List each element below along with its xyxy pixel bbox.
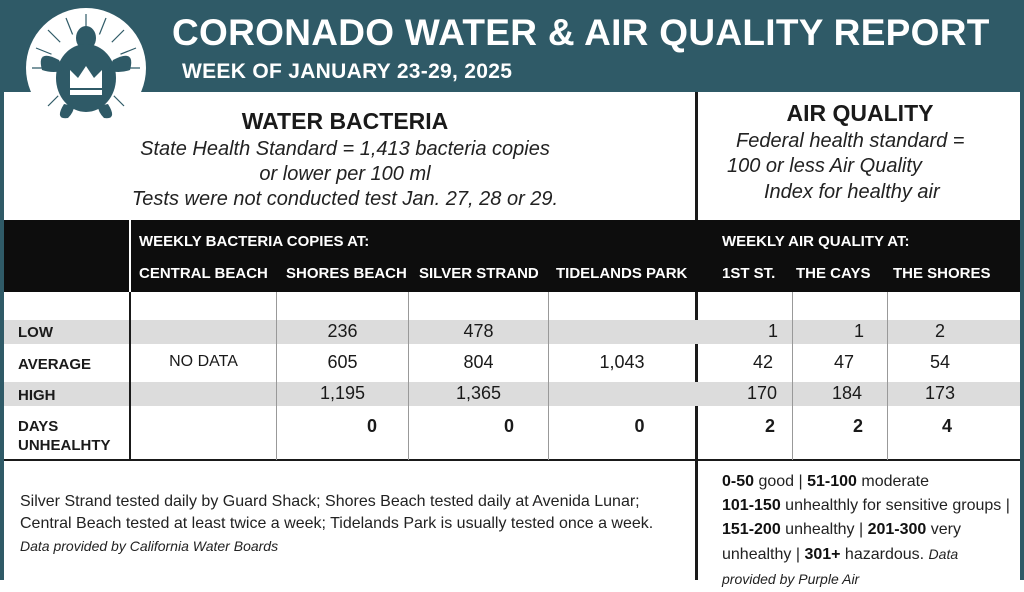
aqi-legend: 0-50 good | 51-100 moderate 101-150 unhe… [722,470,1012,592]
water-title: WATER BACTERIA [241,108,449,134]
table-cell: 0 [503,416,514,436]
table-cell: 4 [941,416,952,436]
water-note-text: Silver Strand tested daily by Guard Shac… [20,493,654,532]
col-1st-st: 1ST ST. [722,265,776,282]
water-testing-note: Silver Strand tested daily by Guard Shac… [20,491,680,558]
table-cell: 0 [366,416,377,436]
aqi-range-1-text: good | [754,473,808,490]
air-standard-line-2: 100 or less Air Quality [727,155,922,177]
turtle-crown-icon [32,14,140,119]
aqi-range-1: 0-50 [722,473,755,490]
air-standard-line-1: Federal health standard = [736,130,965,152]
logo [26,8,146,128]
air-group-header: WEEKLY AIR QUALITY AT: [722,233,910,250]
table-cell: 2 [934,321,945,341]
table-cell: 605 [327,352,358,372]
water-standard-line-2: or lower per 100 ml [259,163,431,185]
col-the-cays: THE CAYS [796,265,871,282]
air-standard-line-3: Index for healthy air [764,181,940,203]
row-label-high: HIGH [18,387,56,404]
aqi-range-4: 151-200 [722,521,781,538]
col-shores-beach: SHORES BEACH [286,265,407,282]
water-source: Data provided by California Water Boards [20,538,279,554]
col-divider [548,292,549,460]
table-bottom-rule [4,459,1020,461]
table-cell: 42 [752,352,774,372]
aqi-range-6-text: hazardous. [840,546,925,563]
table-cell: 2 [852,416,863,436]
central-beach-no-data: NO DATA [169,353,238,370]
frame-left [0,92,4,580]
col-divider [792,292,793,460]
table-cell: 170 [746,383,778,403]
aqi-range-2: 51-100 [807,473,857,490]
row-stripe-low [4,320,1020,344]
table-cell: 0 [634,416,645,436]
column-header-band [4,220,1020,292]
col-divider [408,292,409,460]
table-cell: 184 [831,383,863,403]
table-cell: 478 [463,321,494,341]
aqi-range-3: 101-150 [722,497,781,514]
water-group-header: WEEKLY BACTERIA COPIES AT: [139,233,370,250]
air-title: AIR QUALITY [786,100,934,126]
table-cell: 236 [327,321,358,341]
row-label-unhealthy: UNHEALHTY [18,437,111,454]
col-the-shores: THE SHORES [893,265,991,282]
col-central-beach: CENTRAL BEACH [139,265,268,282]
aqi-range-5: 201-300 [867,521,927,538]
label-column-divider [129,292,131,460]
table-cell: 1,195 [319,383,366,403]
col-divider [887,292,888,460]
table-cell: 2 [764,416,775,436]
aqi-range-2-text: moderate [856,473,929,490]
aqi-range-6: 301+ [804,546,841,563]
col-divider [276,292,277,460]
aqi-range-4-text: unhealthy | [780,521,868,538]
table-cell: 54 [929,352,951,372]
row-label-days: DAYS [18,418,59,435]
col-tidelands-park: TIDELANDS PARK [556,265,688,282]
row-stripe-high [4,382,1020,406]
table-cell: 804 [463,352,494,372]
report-week: WEEK OF JANUARY 23-29, 2025 [182,60,513,83]
table-cell: 173 [924,383,956,403]
table-cell: 1,043 [599,352,645,372]
aqi-range-5-text: very unhealthy | [722,521,961,563]
water-standard-line-1: State Health Standard = 1,413 bacteria c… [140,138,550,160]
row-label-low: LOW [18,324,53,341]
table-cell: 47 [833,352,855,372]
row-label-average: AVERAGE [18,356,92,373]
report-header [0,0,1024,92]
report-title: CORONADO WATER & AIR QUALITY REPORT [172,12,990,53]
table-cell: 1 [767,321,778,341]
table-cell: 1 [853,321,864,341]
water-standard-line-3: Tests were not conducted test Jan. 27, 2… [131,188,559,210]
aqi-range-3-text: unhealthly for sensitive groups | [780,497,1010,514]
table-cell: 1,365 [455,383,502,403]
frame-right [1020,92,1024,580]
col-silver-strand: SILVER STRAND [419,265,539,282]
band-separator [129,220,131,292]
